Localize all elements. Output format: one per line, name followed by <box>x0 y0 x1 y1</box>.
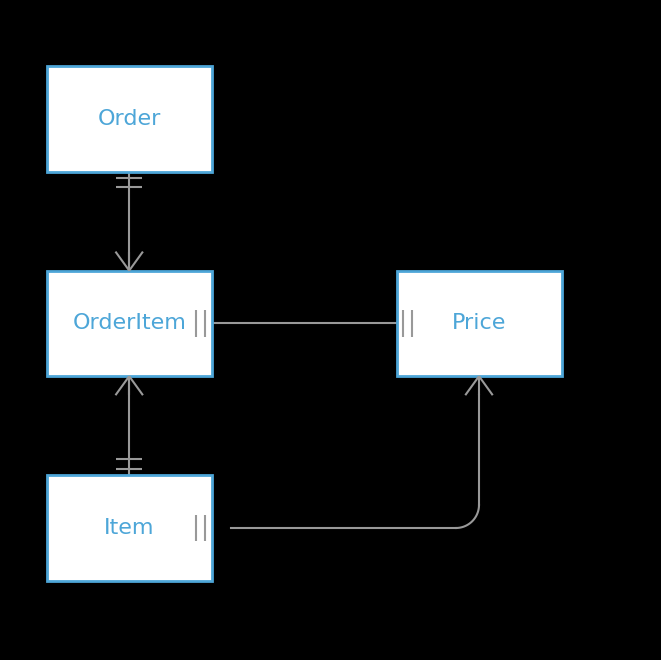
Text: Item: Item <box>104 518 155 538</box>
FancyBboxPatch shape <box>397 271 561 376</box>
FancyBboxPatch shape <box>47 475 212 581</box>
FancyBboxPatch shape <box>47 271 212 376</box>
Text: Price: Price <box>452 314 506 333</box>
Text: OrderItem: OrderItem <box>72 314 186 333</box>
Text: Order: Order <box>98 109 161 129</box>
FancyBboxPatch shape <box>47 66 212 172</box>
